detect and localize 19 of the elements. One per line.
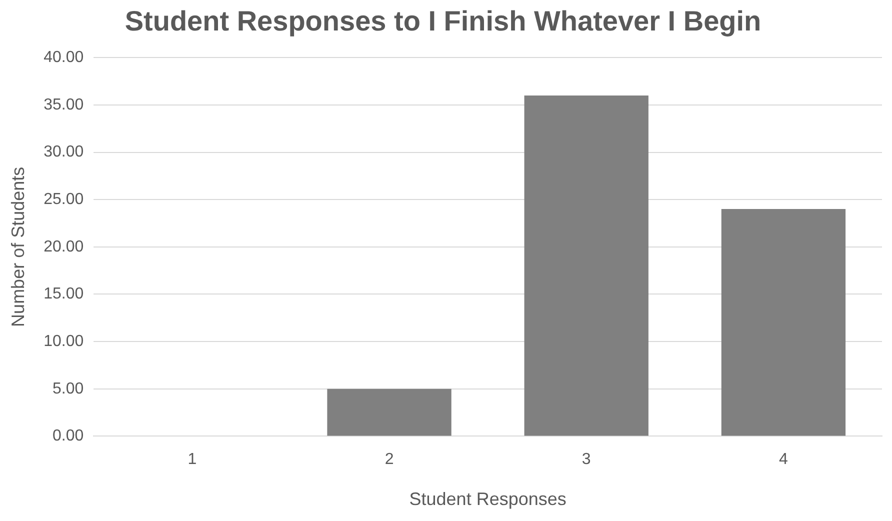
x-tick-label: 1 — [188, 451, 197, 468]
y-tick-label: 25.00 — [44, 190, 84, 208]
bar — [327, 388, 452, 436]
x-tick-label: 3 — [582, 451, 591, 468]
y-tick-label: 40.00 — [44, 49, 84, 66]
y-tick-label: 0.00 — [52, 428, 84, 445]
chart-title: Student Responses to I Finish Whatever I Begin — [124, 6, 762, 37]
y-tick-label: 5.00 — [52, 380, 84, 398]
y-tick-label: 15.00 — [44, 286, 84, 303]
x-axis-title: Student Responses — [409, 489, 566, 510]
bar — [721, 209, 846, 436]
y-tick-label: 35.00 — [44, 96, 84, 114]
x-tick-label: 4 — [779, 451, 788, 468]
y-tick-label: 30.00 — [44, 144, 84, 161]
bar — [524, 95, 648, 436]
y-axis-title: Number of Students — [8, 166, 28, 327]
y-tick-label: 10.00 — [44, 332, 84, 350]
x-tick-label: 2 — [384, 451, 394, 468]
y-tick-label: 20.00 — [44, 238, 84, 256]
